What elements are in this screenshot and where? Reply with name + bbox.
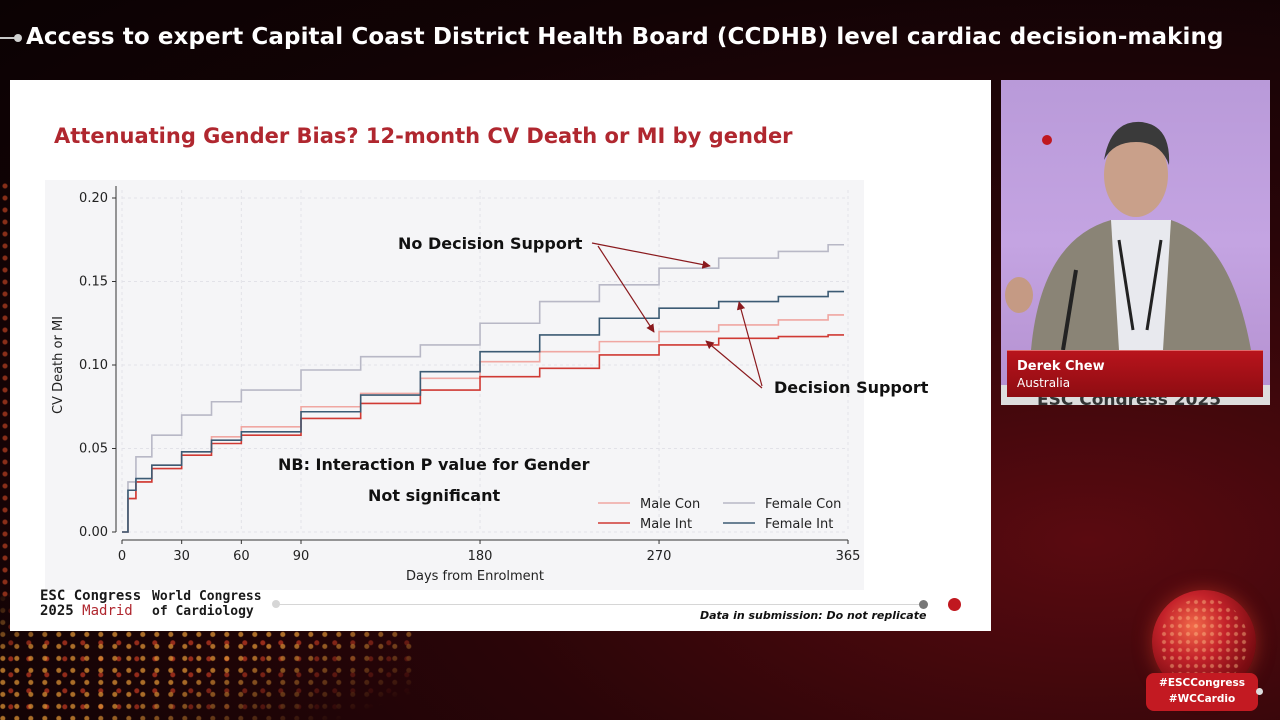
annotation-no-decision-support: No Decision Support [398, 234, 583, 253]
slide-panel: Attenuating Gender Bias? 12-month CV Dea… [10, 80, 991, 631]
speaker-country: Australia [1017, 376, 1071, 390]
disclaimer-text: Data in submission: Do not replicate [700, 609, 927, 622]
series-line-female-int [122, 290, 845, 533]
y-tick-label: 0.15 [79, 275, 108, 290]
x-axis-label: Days from Enrolment [406, 569, 544, 584]
footer-line-end-dot [948, 598, 961, 611]
x-tick-label: 365 [836, 549, 861, 564]
legend-label: Male Con [640, 497, 700, 512]
chart-grid [121, 190, 849, 533]
x-tick-label: 30 [173, 549, 190, 564]
annotation-arrow [597, 245, 655, 333]
km-chart: 0.00 0.05 0.10 0.15 0.20 0 30 60 90 180 270 365 Days… [45, 180, 864, 590]
footer-divider [276, 604, 924, 605]
annotation-arrow [705, 340, 763, 389]
hashtags-badge: #ESCCongress #WCCardio [1146, 673, 1258, 711]
legend-label: Male Int [640, 517, 692, 532]
speaker-nameplate: Derek Chew Australia [1007, 350, 1263, 397]
chart-legend: Male Con Female Con Male Int Female Int [598, 497, 841, 532]
series-line-female-con [122, 243, 845, 533]
annotation-decision-support: Decision Support [774, 378, 929, 397]
decorative-dot [1256, 688, 1263, 695]
annotation-arrow [736, 301, 763, 387]
y-tick-label: 0.00 [79, 525, 108, 540]
annotation-nb-line2: Not significant [368, 486, 501, 505]
presentation-title: Access to expert Capital Coast District … [26, 24, 1224, 50]
y-tick-label: 0.10 [79, 358, 108, 373]
title-bullet-line [0, 34, 22, 42]
speaker-name: Derek Chew [1017, 359, 1105, 374]
annotation-arrow [591, 242, 711, 269]
y-tick-label: 0.20 [79, 191, 108, 206]
legend-label: Female Int [765, 517, 833, 532]
annotation-nb-line1: NB: Interaction P value for Gender [278, 455, 590, 474]
chart-axes: 0.00 0.05 0.10 0.15 0.20 0 30 60 90 180 270 365 Days… [51, 186, 860, 584]
x-tick-label: 0 [118, 549, 126, 564]
x-tick-label: 180 [468, 549, 493, 564]
footer-line-mid-dot [919, 600, 928, 609]
x-tick-label: 60 [233, 549, 250, 564]
chart-lines [122, 243, 845, 533]
annotation-arrows [591, 242, 763, 389]
slide-title: Attenuating Gender Bias? 12-month CV Dea… [54, 124, 793, 148]
x-tick-label: 90 [293, 549, 310, 564]
y-tick-label: 0.05 [79, 442, 108, 457]
esc-congress-logo: ESC Congress 2025 Madrid [40, 588, 142, 619]
world-congress-logo: World Congress of Cardiology [152, 589, 262, 619]
hashtag-wccardio: #WCCardio [1168, 693, 1236, 705]
x-tick-label: 270 [647, 549, 672, 564]
y-axis-label: CV Death or MI [51, 316, 66, 414]
legend-label: Female Con [765, 497, 841, 512]
hashtag-esc: #ESCCongress [1159, 677, 1245, 689]
